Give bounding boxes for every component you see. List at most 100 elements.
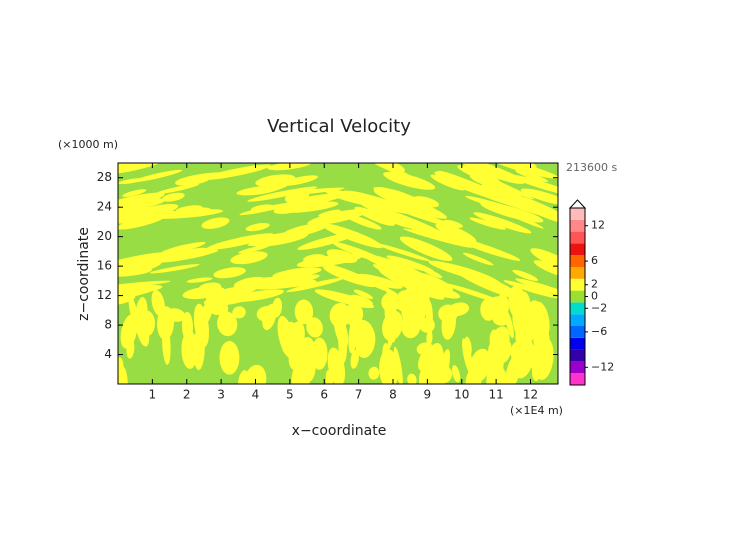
field-patch (324, 189, 379, 207)
field-patch (488, 341, 505, 358)
colorbar-band (570, 326, 585, 338)
field-patch (406, 203, 426, 212)
colorbar-band (570, 255, 585, 267)
field-patch (128, 296, 138, 323)
field-patch (463, 252, 494, 266)
x-unit: (×1E4 m) (510, 404, 563, 417)
x-tick-label: 12 (523, 388, 538, 402)
field-patch (232, 306, 246, 319)
colorbar-tick-label: 2 (591, 278, 598, 291)
field-patch (118, 366, 128, 384)
field-patch (186, 172, 231, 179)
plot-frame (117, 162, 559, 385)
field-patch (530, 248, 558, 272)
field-patch (323, 266, 376, 288)
field-patch (354, 206, 395, 226)
field-patch (285, 193, 345, 207)
chart-title: Vertical Velocity (267, 116, 411, 137)
x-tick-label: 11 (488, 388, 503, 402)
field-patch (286, 277, 345, 293)
field-patch (515, 169, 549, 183)
field-patch (118, 258, 162, 274)
field-patch (160, 241, 206, 255)
field-patch (230, 289, 285, 302)
field-patch (181, 330, 198, 369)
y-tick-label: 4 (104, 347, 112, 361)
x-tick-label: 8 (389, 388, 397, 402)
field-patch (435, 223, 477, 244)
y-tick-label: 28 (97, 170, 112, 184)
field-patch (183, 207, 211, 216)
field-patch (480, 202, 544, 223)
colorbar-band (570, 278, 585, 291)
field-patch (338, 322, 348, 364)
field-patch (202, 164, 271, 180)
field-patch (378, 268, 445, 300)
field-patch (469, 217, 506, 230)
field-patch (161, 192, 185, 202)
field-patch (510, 340, 529, 364)
field-patch (118, 284, 163, 297)
field-patch (294, 299, 314, 325)
colorbar-tick-label: 0 (591, 290, 598, 303)
field-patch (132, 169, 183, 183)
field-patch (401, 313, 421, 339)
field-patch (206, 233, 274, 250)
field-patch (393, 213, 451, 240)
x-axis-label: x−coordinate (292, 423, 387, 439)
y-tick-label: 8 (104, 318, 112, 332)
field-patch (442, 219, 463, 228)
field-patch (239, 202, 297, 216)
x-tick-label: 4 (252, 388, 260, 402)
field-patch (395, 290, 412, 312)
field-patch (162, 323, 171, 365)
colorbar-band (570, 219, 585, 232)
field-patch (245, 222, 270, 232)
field-patch (181, 311, 194, 341)
field-patch (236, 185, 281, 196)
field-patch (149, 264, 200, 274)
field-patch (368, 366, 380, 380)
colorbar-band (570, 267, 585, 279)
field-patch (186, 277, 213, 283)
field-patch (356, 273, 403, 289)
field-patch (399, 236, 453, 261)
field-patch (135, 312, 150, 347)
field-patch (238, 370, 249, 384)
field-patch (182, 286, 225, 299)
field-patch (474, 173, 523, 196)
field-patch (327, 347, 346, 384)
field-patch (412, 196, 440, 208)
field-patch (219, 340, 240, 375)
x-tick-label: 2 (183, 388, 191, 402)
colorbar-band (570, 349, 585, 362)
field-patch (473, 212, 532, 234)
field-patch (452, 266, 523, 300)
field-patch (275, 268, 302, 277)
field-patch (384, 302, 396, 343)
x-tick-label: 9 (424, 388, 432, 402)
y-tick-label: 16 (97, 259, 112, 273)
y-tick-label: 24 (97, 200, 112, 214)
field-patch (533, 260, 558, 277)
field-patch (407, 373, 417, 384)
field-patch (272, 267, 322, 279)
colorbar-band (570, 231, 585, 244)
field (118, 163, 558, 384)
field-patch (419, 317, 435, 333)
colorbar-band (570, 302, 585, 315)
field-patch (515, 278, 558, 298)
field-patch (350, 294, 373, 306)
field-patch (307, 208, 369, 226)
field-patch (374, 163, 416, 181)
field-patch (118, 208, 160, 220)
field-patch (504, 310, 514, 339)
x-tick-label: 3 (217, 388, 225, 402)
field-patch (383, 171, 436, 190)
field-patch (386, 255, 435, 273)
x-tick-label: 7 (355, 388, 363, 402)
field-patch (271, 297, 283, 318)
field-patch (118, 252, 163, 264)
field-patch (280, 175, 319, 186)
